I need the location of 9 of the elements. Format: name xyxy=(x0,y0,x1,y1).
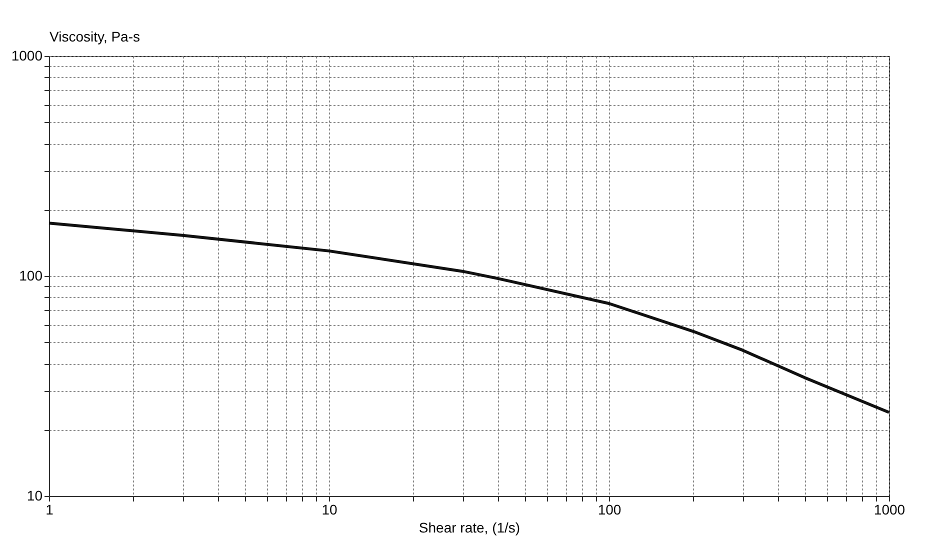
x-tick-label: 1 xyxy=(46,502,54,518)
y-tick-label: 1000 xyxy=(11,48,43,64)
x-tick-label: 10 xyxy=(322,502,338,518)
y-tick-label: 100 xyxy=(19,268,43,284)
x-axis-title: Shear rate, (1/s) xyxy=(418,520,520,536)
y-axis-title: Viscosity, Pa-s xyxy=(50,28,140,44)
x-tick-label: 100 xyxy=(598,502,622,518)
y-tick-label: 10 xyxy=(26,488,43,504)
x-tick-label: 1000 xyxy=(874,502,906,518)
